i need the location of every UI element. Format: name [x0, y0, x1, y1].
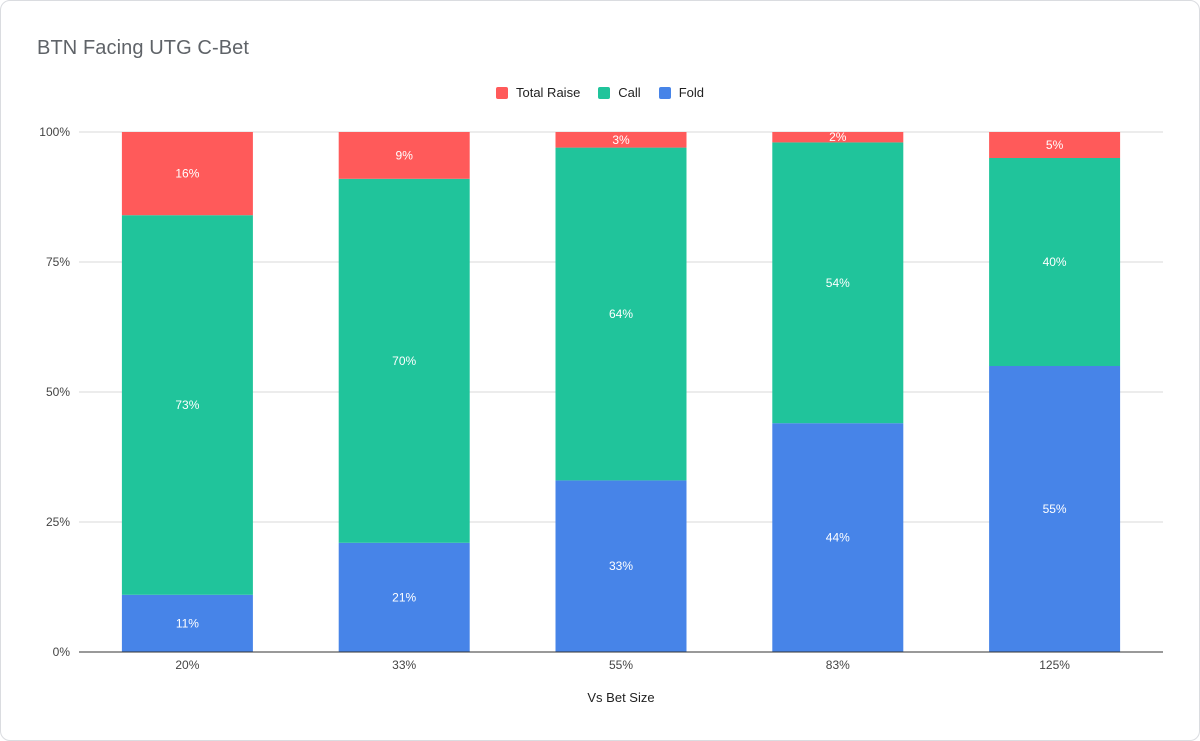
data-label-fold: 21% [392, 590, 416, 604]
bar-call-125pct[interactable] [989, 158, 1121, 366]
x-tick-label: 83% [826, 658, 850, 672]
bar-call-33pct[interactable] [338, 178, 470, 543]
y-tick-label: 75% [46, 255, 70, 269]
bar-total-raise-20pct[interactable] [121, 132, 253, 216]
bar-fold-20pct[interactable] [121, 594, 253, 652]
data-label-fold: 33% [609, 559, 633, 573]
x-tick-label: 33% [392, 658, 416, 672]
data-label-call: 70% [392, 354, 416, 368]
bar-call-55pct[interactable] [555, 147, 687, 481]
y-tick-label: 100% [39, 125, 70, 139]
x-tick-label: 20% [175, 658, 199, 672]
x-axis-title: Vs Bet Size [587, 690, 654, 705]
legend-item-call[interactable]: Call [598, 85, 641, 100]
bar-total-raise-83pct[interactable] [772, 132, 904, 143]
legend-swatch-total-raise [495, 86, 508, 99]
legend-swatch-fold [658, 86, 671, 99]
legend-label-fold: Fold [678, 85, 704, 100]
legend-label-total-raise: Total Raise [515, 85, 581, 100]
legend: Total Raise Call Fold [1, 85, 1199, 100]
bar-call-83pct[interactable] [772, 142, 904, 424]
data-label-call: 40% [1043, 255, 1067, 269]
y-tick-label: 25% [46, 515, 70, 529]
bar-fold-83pct[interactable] [772, 423, 904, 652]
data-label-fold: 11% [176, 616, 199, 630]
data-label-total-raise: 9% [396, 148, 414, 162]
x-tick-label: 55% [609, 658, 633, 672]
y-tick-label: 50% [46, 385, 70, 399]
bar-fold-33pct[interactable] [338, 542, 470, 652]
bar-call-20pct[interactable] [121, 215, 253, 595]
data-label-fold: 55% [1043, 502, 1067, 516]
legend-label-call: Call [618, 85, 641, 100]
x-tick-label: 125% [1039, 658, 1070, 672]
bar-total-raise-33pct[interactable] [338, 132, 470, 179]
bar-fold-125pct[interactable] [989, 366, 1121, 652]
data-label-call: 54% [826, 276, 850, 290]
data-label-call: 73% [175, 398, 199, 412]
data-label-total-raise: 2% [829, 130, 847, 144]
data-label-fold: 44% [826, 531, 850, 545]
data-label-total-raise: 16% [175, 167, 199, 181]
data-label-call: 64% [609, 307, 633, 321]
bar-total-raise-125pct[interactable] [989, 132, 1121, 158]
chart-title: BTN Facing UTG C-Bet [37, 37, 250, 59]
data-label-total-raise: 3% [612, 133, 630, 147]
bar-total-raise-55pct[interactable] [555, 132, 687, 148]
bar-fold-55pct[interactable] [555, 480, 687, 652]
y-tick-label: 0% [53, 645, 71, 659]
legend-item-fold[interactable]: Fold [658, 85, 704, 100]
legend-item-total-raise[interactable]: Total Raise [495, 85, 581, 100]
legend-swatch-call [598, 86, 611, 99]
data-label-total-raise: 5% [1046, 138, 1064, 152]
